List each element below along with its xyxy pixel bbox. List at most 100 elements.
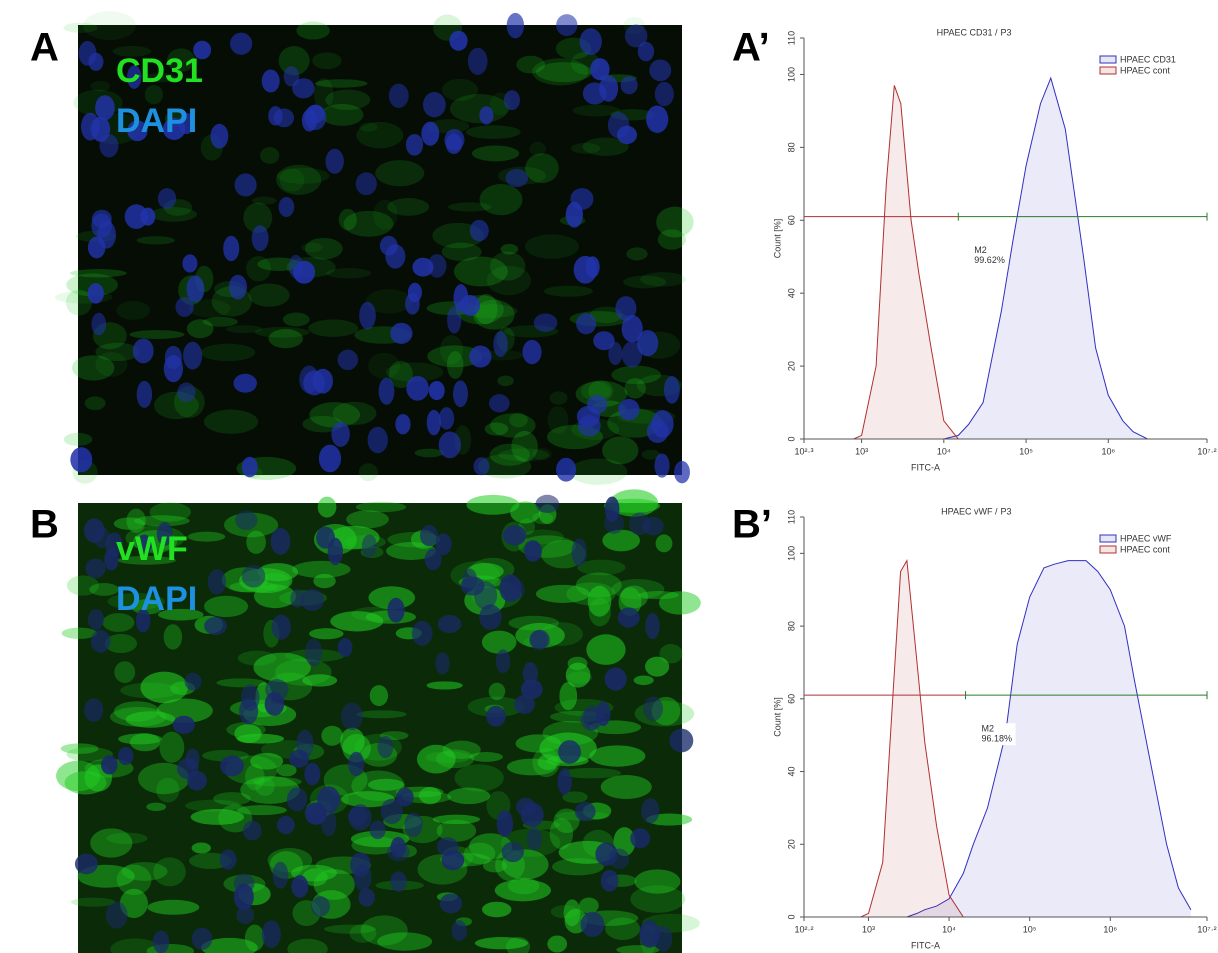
- cytoplasm: [163, 624, 183, 650]
- cytoplasm: [465, 125, 521, 139]
- cytoplasm: [454, 764, 504, 792]
- cytoplasm: [387, 198, 430, 216]
- nucleus: [407, 282, 422, 303]
- nucleus: [241, 564, 266, 588]
- nucleus: [176, 758, 199, 780]
- cytoplasm: [482, 901, 512, 918]
- cytoplasm: [579, 897, 599, 914]
- nucleus: [304, 104, 327, 131]
- cytoplasm: [349, 924, 377, 943]
- nucleus: [341, 702, 363, 731]
- cytoplasm: [260, 147, 280, 164]
- cytoplasm: [511, 430, 538, 462]
- cytoplasm: [506, 758, 557, 776]
- nucleus: [441, 850, 465, 871]
- nucleus: [421, 121, 440, 146]
- nucleus: [361, 534, 377, 558]
- cytoplasm: [466, 494, 520, 515]
- chart-title: HPAEC vWF /: [941, 506, 998, 516]
- nucleus: [558, 740, 581, 764]
- nucleus: [617, 607, 640, 628]
- nucleus: [524, 540, 542, 562]
- nucleus: [178, 112, 195, 135]
- nucleus: [620, 76, 638, 95]
- nucleus: [674, 460, 690, 484]
- legend-swatch: [1099, 545, 1117, 554]
- nucleus: [624, 24, 648, 48]
- cytoplasm: [126, 508, 146, 533]
- nucleus: [207, 569, 227, 595]
- nucleus: [380, 798, 403, 824]
- nucleus: [182, 254, 198, 273]
- cytoplasm: [317, 496, 337, 518]
- y-tick-label: 20: [786, 361, 796, 371]
- cytoplasm: [282, 312, 310, 327]
- cytoplasm: [570, 142, 601, 154]
- cytoplasm: [447, 787, 491, 805]
- cytoplasm: [166, 48, 195, 72]
- nucleus: [447, 306, 462, 334]
- cytoplasm: [582, 137, 629, 156]
- cytoplasm: [375, 160, 425, 187]
- cytoplasm: [638, 591, 679, 600]
- cytoplasm: [549, 391, 568, 405]
- legend-swatch: [1099, 55, 1117, 64]
- x-tick-label: 10⁴: [942, 924, 956, 934]
- area-fill: [826, 560, 1191, 917]
- cytoplasm: [89, 583, 119, 596]
- nucleus: [501, 841, 524, 863]
- cytoplasm: [529, 141, 546, 156]
- area-fill: [818, 78, 1166, 439]
- nucleus: [593, 331, 615, 351]
- nucleus: [377, 735, 394, 759]
- nucleus: [499, 574, 522, 603]
- cytoplasm: [257, 563, 299, 582]
- nucleus: [479, 106, 494, 125]
- nucleus: [327, 537, 343, 566]
- y-tick-label: 100: [786, 67, 796, 82]
- y-tick-label: 0: [786, 914, 796, 919]
- x-tick-label: 10⁴: [937, 446, 951, 456]
- cytoplasm: [253, 652, 311, 683]
- nucleus: [460, 576, 485, 596]
- nucleus: [520, 802, 544, 828]
- nucleus: [437, 614, 462, 634]
- cytoplasm: [61, 627, 98, 639]
- cytoplasm: [432, 814, 481, 825]
- cytoplasm: [609, 489, 659, 517]
- nucleus: [87, 608, 105, 631]
- cytoplasm: [66, 575, 100, 596]
- cytoplasm: [524, 234, 580, 259]
- nucleus: [571, 538, 588, 567]
- cytoplasm: [248, 283, 290, 307]
- cytoplasm: [414, 448, 445, 458]
- cytoplasm: [216, 678, 266, 688]
- cytoplasm: [600, 774, 652, 800]
- nucleus: [95, 95, 115, 121]
- nucleus: [615, 296, 637, 321]
- cytoplasm: [657, 229, 686, 250]
- cytoplasm: [225, 325, 263, 334]
- nucleus: [630, 828, 651, 849]
- cytoplasm: [186, 319, 214, 339]
- cytoplasm: [325, 267, 372, 279]
- cytoplasm: [149, 502, 191, 522]
- nucleus: [646, 105, 669, 133]
- cytoplasm: [474, 293, 498, 325]
- y-tick-label: 40: [786, 288, 796, 298]
- cytoplasm: [204, 595, 249, 618]
- cytoplasm: [314, 79, 368, 88]
- cytoplasm: [343, 210, 394, 237]
- cytoplasm: [213, 792, 251, 806]
- cytoplasm: [146, 802, 167, 812]
- nucleus: [264, 692, 285, 716]
- cytoplasm: [301, 242, 323, 253]
- nucleus: [359, 301, 376, 330]
- nucleus: [235, 510, 258, 531]
- x-tick-label: 10³: [855, 446, 868, 456]
- nucleus: [289, 749, 310, 768]
- y-tick-label: 80: [786, 142, 796, 152]
- nucleus: [520, 679, 543, 700]
- nucleus: [233, 883, 254, 911]
- cytoplasm: [107, 593, 166, 610]
